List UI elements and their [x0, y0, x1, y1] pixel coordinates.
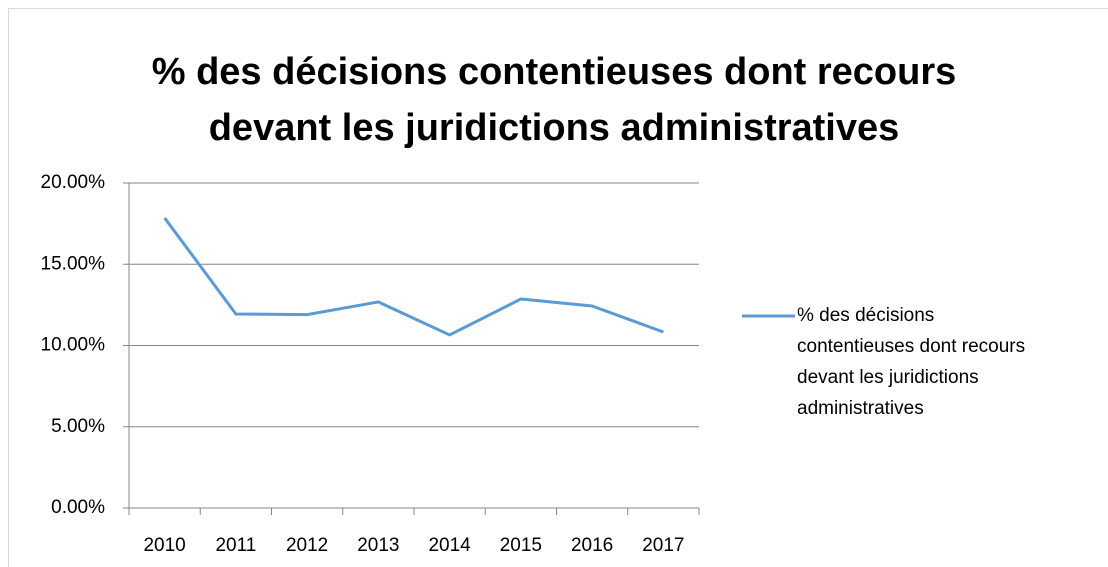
y-tick-label: 20.00% — [41, 172, 106, 193]
x-tick-label: 2011 — [215, 535, 256, 556]
x-tick-label: 2012 — [286, 535, 328, 556]
x-tick-label: 2010 — [143, 535, 185, 556]
chart-title: % des décisions contentieuses dont recou… — [151, 51, 957, 149]
chart-border — [8, 8, 1108, 567]
x-tick-label: 2017 — [642, 535, 684, 556]
y-tick-label: 10.00% — [41, 335, 106, 356]
x-tick-label: 2015 — [500, 535, 542, 556]
x-tick-label: 2013 — [357, 535, 399, 556]
y-tick-label: 15.00% — [41, 253, 106, 274]
x-tick-label: 2014 — [428, 535, 471, 556]
x-tick-label: 2016 — [571, 535, 613, 556]
y-tick-label: 0.00% — [51, 497, 105, 518]
legend-label: % des décisions contentieuses dont recou… — [797, 305, 1026, 419]
series-line — [163, 217, 664, 337]
y-tick-label: 5.00% — [51, 416, 105, 437]
